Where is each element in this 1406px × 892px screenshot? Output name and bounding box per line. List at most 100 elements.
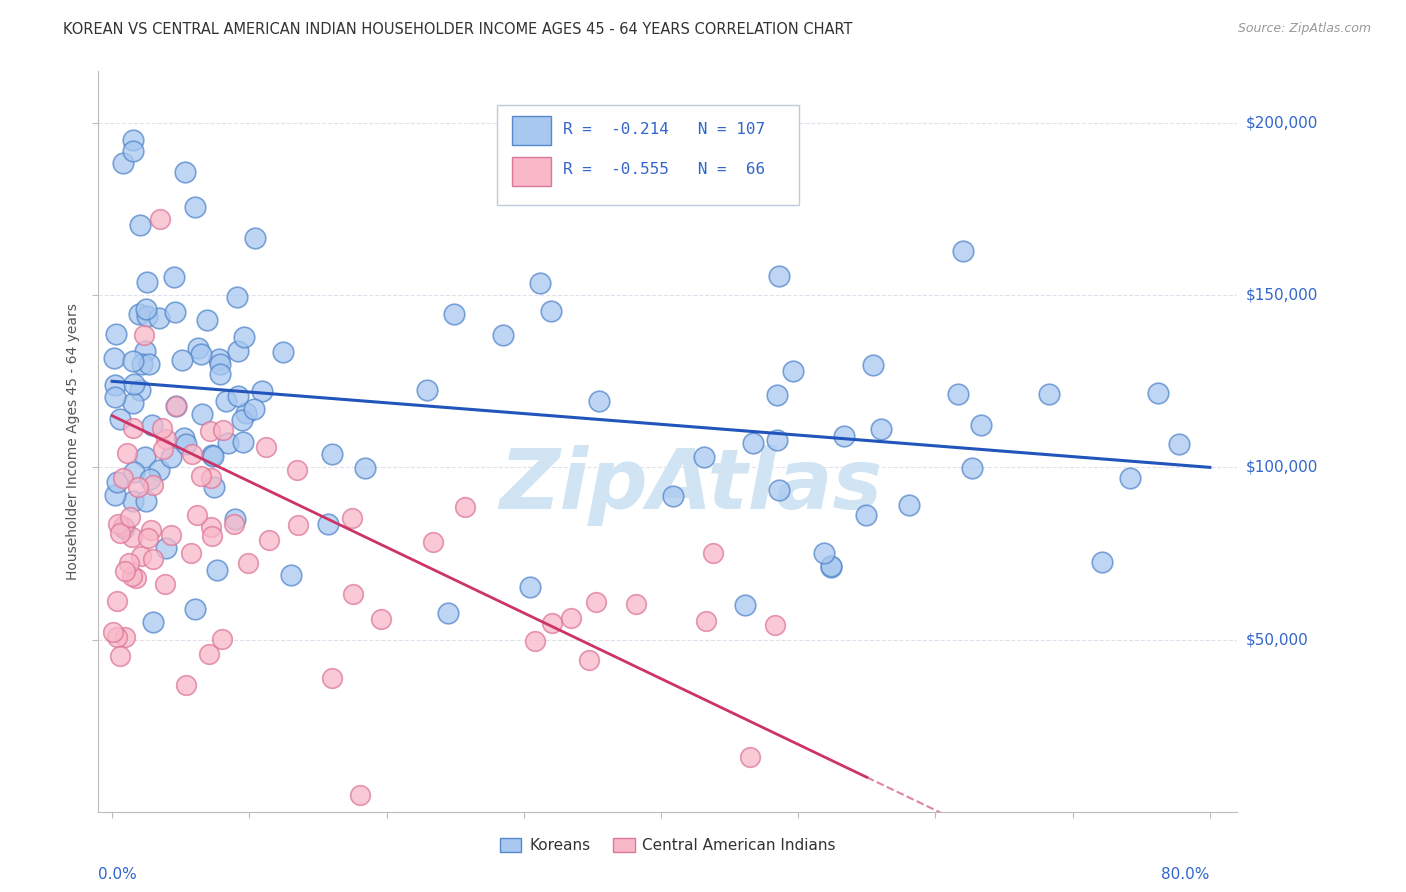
Point <box>585 595 607 609</box>
Point <box>165 399 187 413</box>
Point <box>115 446 138 460</box>
Point <box>211 424 233 438</box>
Point <box>820 559 842 574</box>
Point <box>108 526 131 541</box>
Text: $50,000: $50,000 <box>1246 632 1309 647</box>
Point <box>695 614 717 628</box>
Point <box>765 388 787 402</box>
Point <box>813 546 835 560</box>
Point <box>202 481 225 495</box>
Point <box>198 647 221 661</box>
Point <box>855 508 877 523</box>
Point <box>121 569 143 583</box>
Text: $150,000: $150,000 <box>1246 288 1317 302</box>
Text: ZipAtlas: ZipAtlas <box>499 445 882 526</box>
Point <box>121 144 143 158</box>
Point <box>231 413 253 427</box>
Point <box>250 384 273 398</box>
Point <box>105 631 128 645</box>
Point <box>1167 437 1189 451</box>
Point <box>1118 471 1140 485</box>
Point <box>198 424 221 438</box>
Point <box>222 517 245 532</box>
Point <box>155 541 177 555</box>
Point <box>104 390 127 404</box>
Point <box>226 343 249 358</box>
Point <box>280 568 302 582</box>
Point <box>124 465 146 479</box>
Point <box>540 304 562 318</box>
Point <box>181 447 204 461</box>
Point <box>136 275 159 289</box>
Point <box>540 616 562 631</box>
Point <box>321 671 343 685</box>
Point <box>150 421 173 435</box>
Point <box>129 218 152 232</box>
Point <box>163 270 186 285</box>
Point <box>529 276 551 290</box>
Point <box>142 552 165 566</box>
Point <box>437 607 460 621</box>
Point <box>200 520 222 534</box>
Point <box>135 493 157 508</box>
Point <box>970 418 993 433</box>
Point <box>349 788 371 802</box>
Point <box>134 450 156 464</box>
Point <box>129 384 152 398</box>
Point <box>738 749 761 764</box>
Text: KOREAN VS CENTRAL AMERICAN INDIAN HOUSEHOLDER INCOME AGES 45 - 64 YEARS CORRELAT: KOREAN VS CENTRAL AMERICAN INDIAN HOUSEH… <box>63 22 853 37</box>
Point <box>422 535 444 549</box>
Point <box>763 618 786 632</box>
Point <box>186 508 208 522</box>
Point <box>172 353 194 368</box>
Point <box>174 678 197 692</box>
Point <box>285 463 308 477</box>
Point <box>142 478 165 492</box>
Point <box>524 633 547 648</box>
Point <box>200 471 222 485</box>
Point <box>155 433 177 447</box>
Point <box>211 632 233 647</box>
FancyBboxPatch shape <box>498 104 799 204</box>
Point <box>370 612 392 626</box>
Y-axis label: Householder Income Ages 45 - 64 years: Householder Income Ages 45 - 64 years <box>66 303 80 580</box>
Text: 80.0%: 80.0% <box>1161 867 1209 882</box>
Point <box>121 133 143 147</box>
Point <box>184 200 207 214</box>
Point <box>1038 387 1060 401</box>
Point <box>139 472 162 486</box>
Point <box>208 368 231 382</box>
Point <box>159 450 181 465</box>
Point <box>952 244 974 258</box>
Text: $100,000: $100,000 <box>1246 460 1317 475</box>
Point <box>205 564 228 578</box>
Point <box>1147 385 1170 400</box>
Point <box>232 435 254 450</box>
Point <box>132 327 155 342</box>
Point <box>160 528 183 542</box>
Text: 0.0%: 0.0% <box>98 867 138 882</box>
Text: R =  -0.555   N =  66: R = -0.555 N = 66 <box>562 162 765 178</box>
Point <box>108 648 131 663</box>
Point <box>201 449 224 463</box>
Point <box>662 489 685 503</box>
Point <box>236 557 259 571</box>
Point <box>122 377 145 392</box>
Point <box>152 442 174 457</box>
Point <box>118 556 141 570</box>
Point <box>122 493 145 508</box>
Point <box>125 571 148 585</box>
Point <box>243 231 266 245</box>
Point <box>190 347 212 361</box>
Point <box>165 400 187 414</box>
Point <box>443 307 465 321</box>
Point <box>226 290 249 304</box>
Point <box>208 352 231 367</box>
Point <box>242 402 264 417</box>
Point <box>149 212 172 227</box>
Point <box>107 516 129 531</box>
Point <box>870 422 893 436</box>
Point <box>832 429 855 443</box>
Point <box>190 469 212 483</box>
Point <box>235 406 257 420</box>
